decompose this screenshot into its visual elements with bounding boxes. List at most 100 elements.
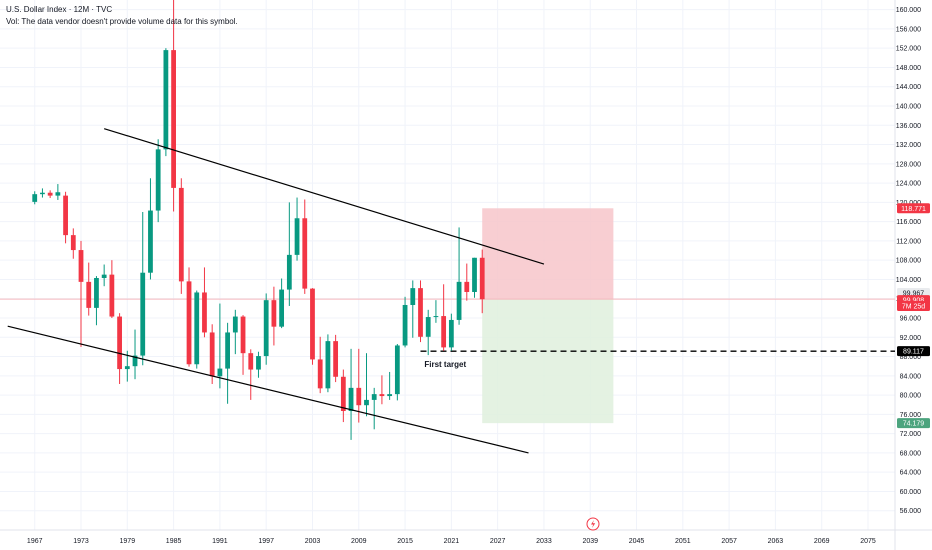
candle [472,257,477,298]
candle [448,313,454,351]
candle-body [163,50,169,150]
candle [402,296,408,348]
x-tick-label: 2033 [536,538,552,545]
candle-body [371,394,377,400]
y-tick-label: 96.000 [900,316,922,323]
candle [464,263,470,301]
y-tick-label: 84.000 [900,373,922,380]
candle [217,303,223,389]
candle-body [441,316,447,348]
lightning-icon-bolt [591,520,596,528]
x-tick-label: 2057 [721,538,737,545]
trade-zones [482,208,614,424]
candle [171,0,176,212]
candle-body [132,355,138,367]
candle [155,139,161,223]
candle-body [78,250,84,282]
candle-body [248,353,254,370]
candle-body [356,387,362,406]
y-tick-label: 104.000 [896,277,921,284]
time-axis[interactable]: 1967 1973 1979 1985 1991 1997 2003 2009 2015 2021… [27,538,876,545]
candle [302,199,308,294]
y-tick-label: 108.000 [896,258,921,265]
candle-body [333,341,339,377]
candle [425,309,431,356]
candle [55,184,61,200]
lower-channel [7,325,529,454]
candle [240,315,246,375]
candle-body [32,194,38,202]
candle-body [194,292,200,365]
candle-body [124,366,130,370]
candle-body [310,288,315,360]
x-tick-label: 1997 [258,538,274,545]
candle-body [101,274,107,279]
price-badge-text: 74.179 [903,421,925,428]
x-tick-label: 2009 [351,538,367,545]
candle-body [456,281,462,320]
candle [40,188,45,198]
candle-body [178,187,184,282]
y-tick-label: 152.000 [896,46,921,53]
candle [456,227,462,325]
candle [387,371,393,400]
candle-body [387,394,393,397]
candle [209,324,215,385]
lightning-icon[interactable] [586,517,600,531]
candle [379,375,385,405]
candle-body [86,281,92,308]
candle-body [202,292,207,333]
y-tick-label: 136.000 [896,123,921,130]
candle-body [217,368,223,377]
candle-body [479,257,485,300]
candle [348,348,354,440]
candle [294,197,300,261]
candle-body [209,332,215,377]
x-tick-label: 2015 [397,538,413,545]
y-tick-label: 68.000 [900,450,922,457]
candle [117,313,122,385]
y-tick-label: 128.000 [896,161,921,168]
y-tick-label: 88.000 [900,354,922,361]
candle [225,322,230,404]
x-tick-label: 1973 [73,538,89,545]
first-target-label: First target [424,360,466,369]
candle-body [47,192,53,196]
candle-body [109,274,115,317]
x-tick-label: 2021 [444,538,460,545]
candle-body [402,304,408,346]
candle [333,334,339,383]
candle [410,280,416,338]
candle-body [94,278,99,308]
candle-body [271,300,277,327]
candle [148,178,153,280]
candle-body [464,281,470,292]
candle [140,212,146,366]
candle-body [70,235,76,251]
candle [232,309,238,355]
candle [340,369,346,423]
candle [279,278,285,329]
trendlines[interactable] [7,128,545,454]
y-tick-label: 156.000 [896,26,921,33]
volume-note: Vol: The data vendor doesn't provide vol… [6,17,238,26]
price-badge: 89.117 [897,346,930,357]
candle-body [317,359,323,389]
y-tick-label: 76.000 [900,412,922,419]
price-axis[interactable]: 56.000 60.000 64.000 68.000 72.000 76.000 80.0… [896,7,921,515]
price-badge-text: 118.771 [901,206,926,213]
candle-body [279,289,285,327]
x-tick-label: 2063 [768,538,784,545]
y-tick-label: 160.000 [896,7,921,14]
price-badge-bg [897,300,930,311]
price-badge-text: 89.117 [903,349,924,356]
candle-body [348,387,354,411]
price-badge: 7M 25d [897,300,930,311]
candle [441,284,447,351]
candle-body [40,192,45,195]
symbol-title[interactable]: U.S. Dollar Index · 12M · TVC [6,5,113,14]
candle [109,260,115,318]
